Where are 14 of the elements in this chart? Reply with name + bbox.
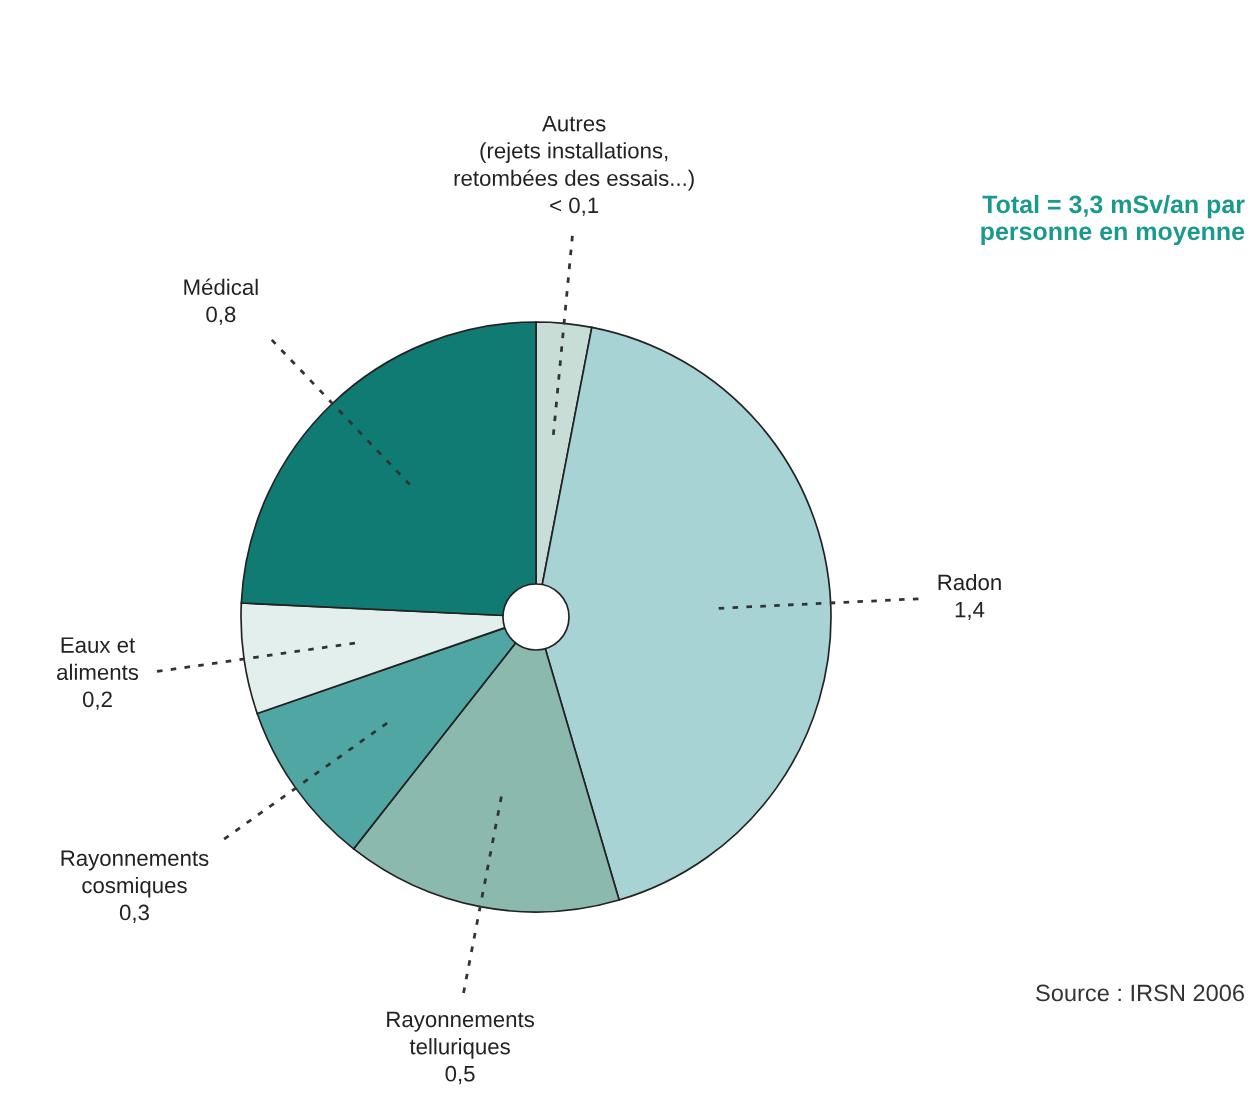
- text: Total = 3,3 mSv/an par personne en moyenne: [981, 194, 1245, 246]
- slice-label: Radon: [938, 573, 1001, 591]
- data-label: 0,2: [82, 691, 112, 710]
- source-note: Source : IRSN 2006: [1036, 984, 1244, 1002]
- data-label: 0,8: [206, 306, 236, 325]
- data-label: 0,5: [445, 1065, 475, 1085]
- slice-label: Eaux et aliments: [57, 637, 139, 681]
- slice-label: Rayonnements cosmiques: [61, 850, 209, 898]
- data-label: 1,4: [955, 601, 985, 621]
- slice-label: Rayonnements telluriques: [387, 1011, 535, 1059]
- data-label: < 0,1: [550, 197, 599, 216]
- data-label: 0,3: [119, 904, 149, 923]
- slice-label: Médical: [184, 278, 258, 296]
- slice-label: Autres (rejets installations, retombées des essais...): [454, 115, 694, 191]
